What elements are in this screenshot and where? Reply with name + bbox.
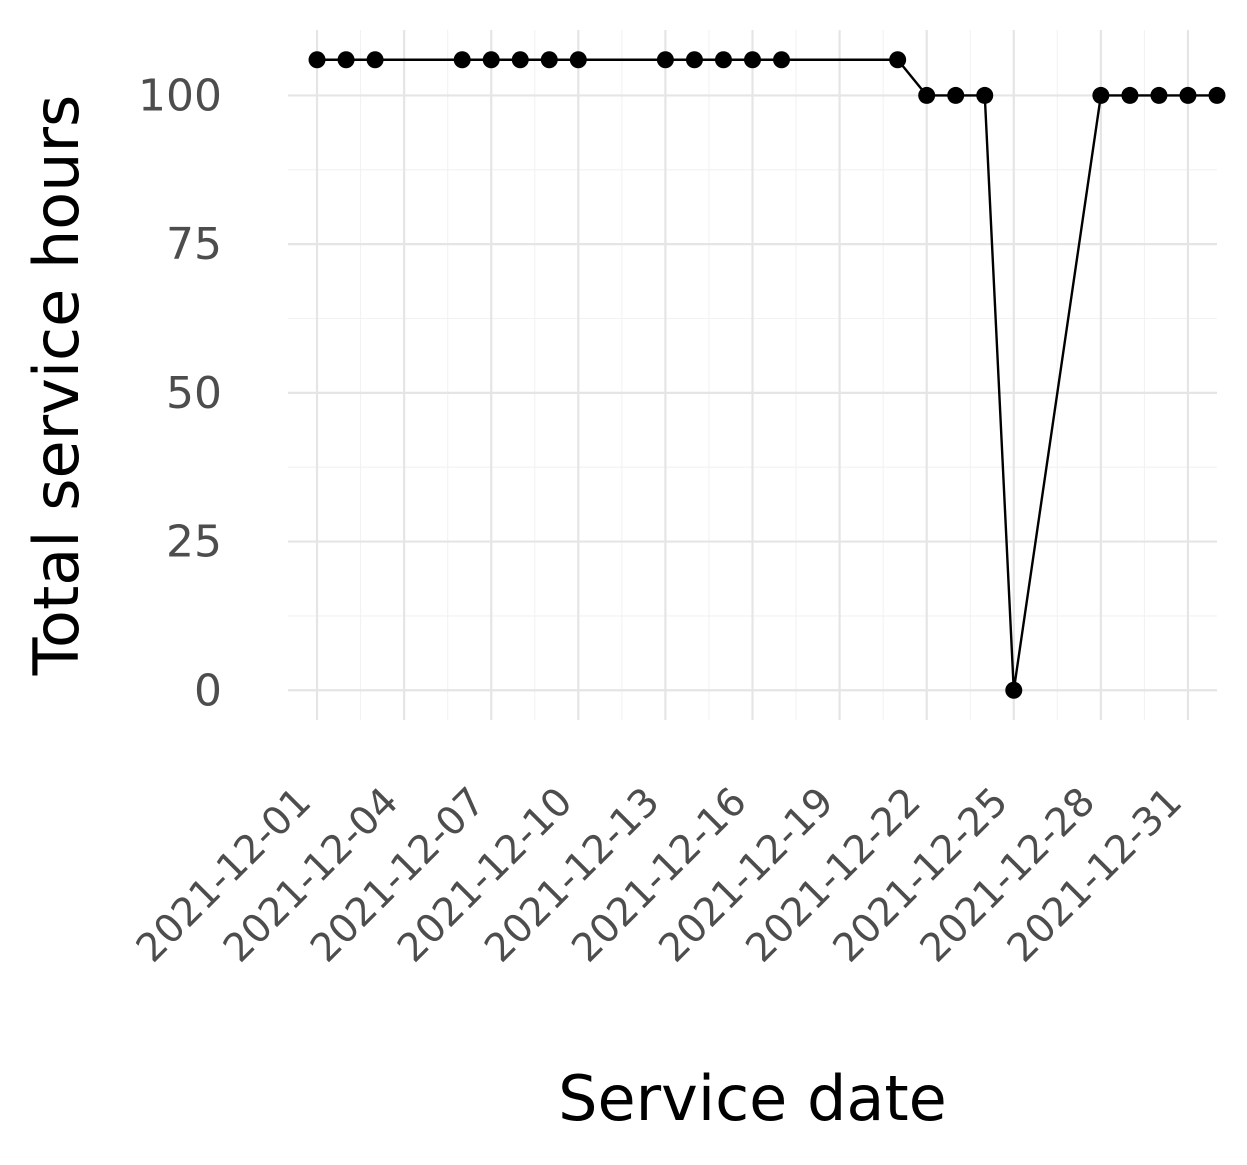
data-point — [1179, 86, 1197, 104]
data-point — [656, 51, 674, 69]
series-layer — [308, 51, 1226, 699]
y-axis-ticks: 0 25 50 75 100 — [138, 70, 222, 716]
data-point — [714, 51, 732, 69]
y-tick-label: 100 — [138, 70, 222, 121]
series-line — [317, 58, 1217, 691]
y-tick-label: 0 — [194, 665, 222, 716]
data-point — [976, 86, 994, 104]
data-point — [511, 51, 529, 69]
data-point — [685, 51, 703, 69]
data-point — [540, 51, 558, 69]
y-tick-label: 50 — [166, 368, 222, 419]
data-point — [918, 86, 936, 104]
x-axis-title: Service date — [558, 1062, 947, 1135]
data-point — [453, 51, 471, 69]
y-axis-title: Total service hours — [20, 95, 93, 677]
y-tick-label: 75 — [166, 219, 222, 270]
data-point — [889, 51, 907, 69]
grid — [288, 30, 1217, 720]
data-point — [1208, 86, 1226, 104]
data-point — [569, 51, 587, 69]
data-point — [744, 51, 761, 69]
data-point — [337, 51, 355, 69]
data-point — [482, 51, 500, 69]
data-point — [1005, 681, 1023, 699]
y-tick-label: 25 — [166, 517, 222, 568]
data-point — [366, 51, 384, 69]
data-point — [1121, 86, 1139, 104]
data-point — [1092, 86, 1110, 104]
data-point — [1150, 86, 1168, 104]
data-point — [308, 51, 326, 69]
data-point — [773, 51, 791, 69]
x-axis-ticks: 2021-12-012021-12-042021-12-072021-12-10… — [128, 779, 1191, 971]
data-point — [947, 86, 965, 104]
